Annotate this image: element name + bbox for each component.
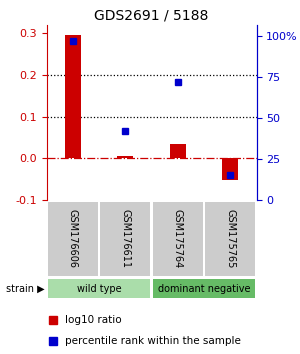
Bar [222,158,238,180]
Text: GSM176606: GSM176606 [68,210,78,268]
Text: GSM176611: GSM176611 [120,210,130,268]
Bar [100,201,151,276]
Bar [153,201,203,276]
Bar [205,201,256,276]
Bar [47,201,98,276]
Title: GDS2691 / 5188: GDS2691 / 5188 [94,8,209,22]
Text: GSM175765: GSM175765 [225,209,235,269]
Bar [117,156,133,158]
Text: GSM175764: GSM175764 [173,209,183,269]
Text: log10 ratio: log10 ratio [65,315,122,325]
Bar [47,279,150,298]
Bar [153,279,256,298]
Text: wild type: wild type [77,284,121,293]
Text: strain ▶: strain ▶ [5,284,44,293]
Bar [65,35,81,158]
Text: dominant negative: dominant negative [158,284,250,293]
Bar [170,144,186,158]
Text: percentile rank within the sample: percentile rank within the sample [65,336,241,346]
